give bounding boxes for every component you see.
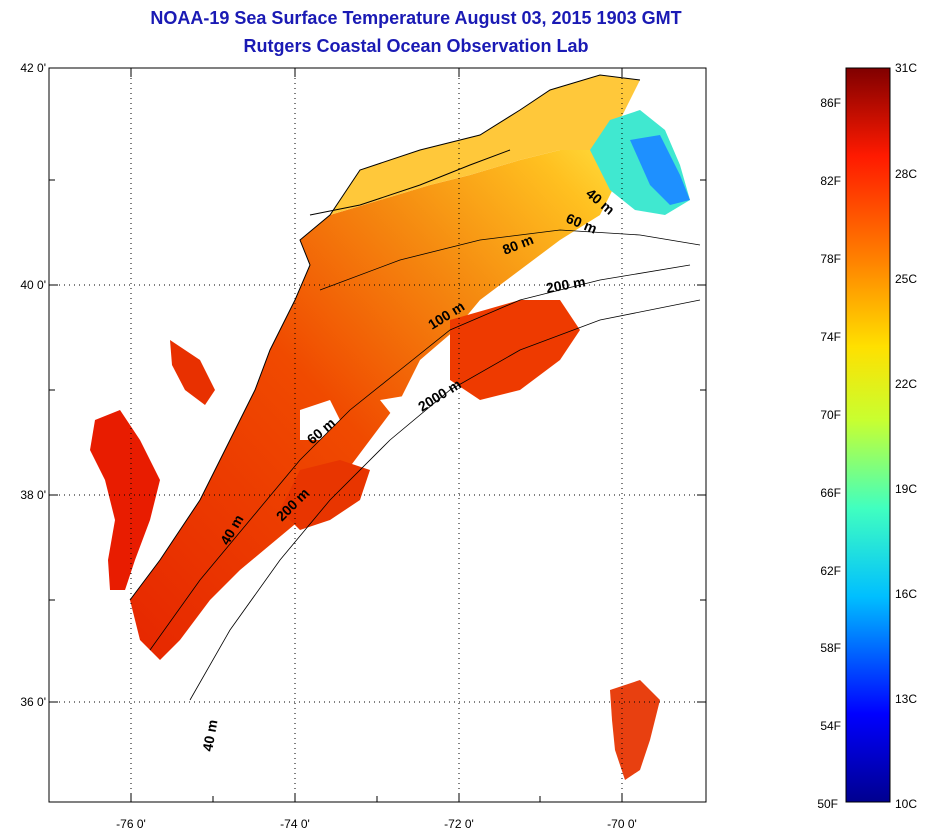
- cb-label-f: 66F: [820, 486, 841, 500]
- contour-label: 2000 m: [415, 376, 464, 415]
- long-island-coast: [309, 149, 511, 216]
- lat-label-38: 38 0': [20, 488, 46, 502]
- cb-label-c: 13C: [895, 692, 917, 706]
- lon-label-m76: -76 0': [116, 817, 146, 831]
- cloud-gap-2: [380, 395, 420, 425]
- colorbar-celsius-labels: 31C 28C 25C 22C 19C 16C 13C 10C: [895, 61, 917, 811]
- map-subtitle: Rutgers Coastal Ocean Observation Lab: [243, 36, 589, 56]
- lon-label-m74: -74 0': [280, 817, 310, 831]
- cb-label-c: 25C: [895, 272, 917, 286]
- lon-label-m70: -70 0': [607, 817, 637, 831]
- gulf-stream-fragment: [610, 680, 660, 780]
- latitude-labels: 42 0' 40 0' 38 0' 36 0': [20, 61, 46, 709]
- lon-label-m72: -72 0': [444, 817, 474, 831]
- offshore-warm-patch: [450, 300, 580, 400]
- cb-label-c: 22C: [895, 377, 917, 391]
- contour-lines-outer: [189, 299, 701, 701]
- contour-lines: [149, 264, 691, 651]
- cb-label-f: 50F: [817, 797, 838, 811]
- cb-label-c: 28C: [895, 167, 917, 181]
- coastline: [129, 74, 641, 601]
- sst-data-layer: [90, 75, 690, 780]
- cb-label-c: 16C: [895, 587, 917, 601]
- shelf-sst-area: [130, 140, 620, 660]
- delaware-bay: [170, 340, 215, 405]
- cb-label-c: 19C: [895, 482, 917, 496]
- cb-label-f: 86F: [820, 96, 841, 110]
- colorbar: [845, 67, 891, 803]
- cb-label-f: 82F: [820, 174, 841, 188]
- cb-label-f: 54F: [820, 719, 841, 733]
- lat-label-40: 40 0': [20, 278, 46, 292]
- nearshore-warm-band: [300, 75, 640, 240]
- cb-label-c: 31C: [895, 61, 917, 75]
- cb-label-c: 10C: [895, 797, 917, 811]
- cb-label-f: 78F: [820, 252, 841, 266]
- cold-core-patch: [630, 135, 690, 205]
- colorbar-fahrenheit-labels: 86F 82F 78F 74F 70F 66F 62F 58F 54F 50F: [817, 96, 841, 811]
- contour-label: 40 m: [199, 718, 220, 752]
- cb-label-f: 74F: [820, 330, 841, 344]
- coastline-layer: [129, 74, 701, 701]
- chesapeake-bay: [90, 410, 160, 590]
- map-title: NOAA-19 Sea Surface Temperature August 0…: [150, 8, 682, 28]
- cb-label-f: 70F: [820, 408, 841, 422]
- lat-label-36: 36 0': [20, 695, 46, 709]
- cb-label-f: 58F: [820, 641, 841, 655]
- longitude-labels: -76 0' -74 0' -72 0' -70 0': [116, 817, 637, 831]
- cb-label-f: 62F: [820, 564, 841, 578]
- contour-lines-mid: [319, 229, 701, 291]
- contour-label: 200 m: [545, 273, 587, 296]
- axis-ticks: [49, 67, 706, 802]
- lat-label-42: 42 0': [20, 61, 46, 75]
